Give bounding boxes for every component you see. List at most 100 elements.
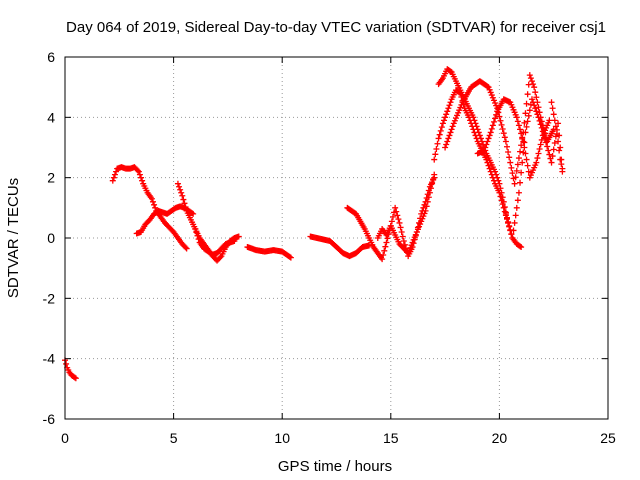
data-point [477,135,484,142]
data-point [484,83,491,90]
data-point [471,117,478,124]
data-point [447,129,454,136]
data-point [414,224,421,231]
data-point [418,210,425,217]
data-point [551,117,558,124]
data-point [535,150,542,157]
data-point [393,208,400,215]
data-point [492,168,499,175]
data-point [510,227,517,234]
data-point [500,204,507,211]
chart-title: Day 064 of 2019, Sidereal Day-to-day VTE… [66,19,606,36]
data-point [537,121,544,128]
data-point [442,144,449,151]
data-series [192,225,238,258]
data-point [504,214,511,221]
data-point [482,144,489,151]
data-point [487,129,494,136]
data-point [518,130,525,137]
data-point [486,165,493,172]
x-tick-label: 15 [383,430,399,446]
grid-lines [65,57,608,419]
data-point [499,194,506,201]
data-series [307,233,373,260]
data-point [505,218,512,225]
data-point [525,112,532,119]
data-point [382,243,389,250]
data-point [532,89,539,96]
data-point [394,212,401,219]
data-point [533,94,540,101]
data-point [548,99,555,106]
data-point [521,144,528,151]
data-point [517,148,524,155]
data-point [149,198,156,205]
data-point [409,244,416,251]
data-point [438,124,445,131]
data-point [447,68,454,75]
x-tick-label: 5 [170,430,178,446]
data-point [381,247,388,254]
data-point [494,174,501,181]
data-point [423,195,430,202]
data-point [546,117,553,124]
axis-ticks: 0 5 10 15 20 25 -6 -4 -2 0 2 4 6 [43,49,616,446]
data-point [435,135,442,142]
data-point [533,159,540,166]
data-point [502,210,509,217]
data-point [514,161,521,168]
data-point [111,171,118,178]
data-point [72,375,79,382]
data-point [485,135,492,142]
data-point [498,121,505,128]
data-point [522,129,529,136]
data-point [446,132,453,139]
data-point [473,123,480,130]
data-point [552,123,559,130]
data-point [431,174,438,181]
data-point [546,151,553,158]
data-point [443,111,450,118]
data-point [286,253,293,260]
data-point [518,169,525,176]
data-series [344,171,438,263]
data-point [366,242,373,249]
x-tick-label: 20 [492,430,508,446]
data-point [387,222,394,229]
data-point [474,126,481,133]
data-point [484,138,491,145]
data-point [485,162,492,169]
data-point [530,81,537,88]
data-series [374,174,438,260]
data-point [413,228,420,235]
data-point [513,167,520,174]
data-point [515,122,522,129]
data-point [193,229,200,236]
data-point [192,225,199,232]
data-point [445,105,452,112]
data-series [62,357,79,382]
data-point [400,238,407,245]
data-point [398,228,405,235]
data-points [62,66,566,382]
data-point [507,159,514,166]
data-point [397,224,404,231]
data-point [550,146,557,153]
plot-frame [64,56,609,420]
data-point [525,168,532,175]
data-series [548,99,566,172]
data-point [530,99,537,106]
data-point [515,189,522,196]
y-tick-label: 6 [47,49,55,65]
data-point [235,233,242,240]
data-point [439,120,446,127]
data-point [532,105,539,112]
data-point [522,110,529,117]
x-tick-label: 10 [274,430,290,446]
data-point [519,159,526,166]
data-point [388,218,395,225]
data-point [506,154,513,161]
data-point [183,245,190,252]
data-point [496,113,503,120]
data-point [411,236,418,243]
